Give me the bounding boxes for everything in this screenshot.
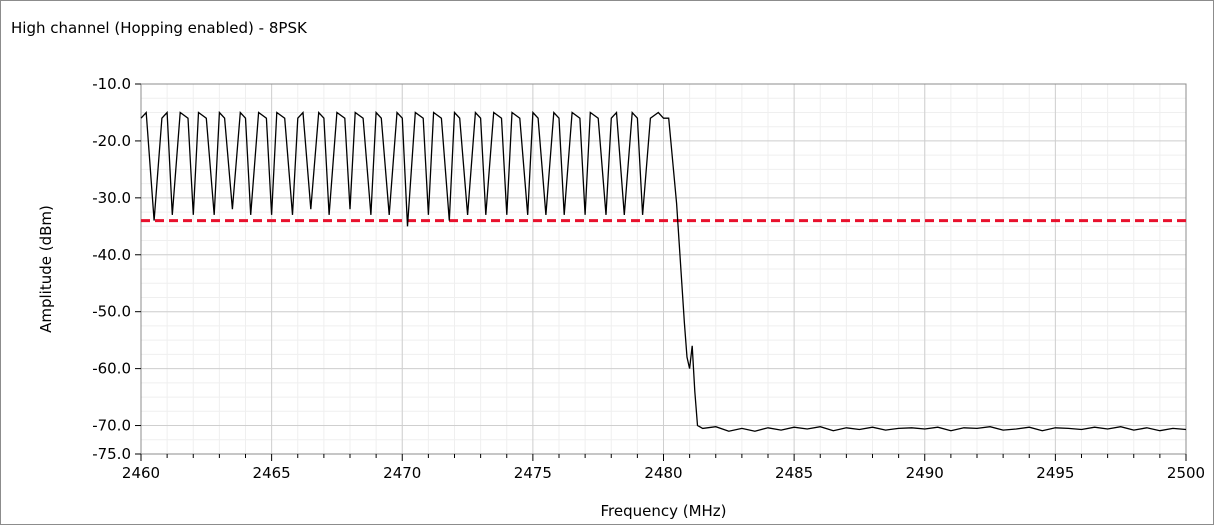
y-tick-label: -60.0	[92, 360, 131, 378]
x-axis: 2460 2465 2470 2475 2480 2485 2490 2495 2500	[122, 454, 1205, 482]
x-tick-label: 2460	[122, 464, 160, 482]
y-axis-title: Amplitude (dBm)	[37, 205, 55, 333]
y-tick-label: -30.0	[92, 189, 131, 207]
x-tick-label: 2495	[1036, 464, 1074, 482]
y-axis: -10.0 -20.0 -30.0 -40.0 -50.0 -60.0 -70.0 -75.0	[92, 75, 141, 463]
y-tick-label: -75.0	[92, 445, 131, 463]
x-tick-label: 2470	[383, 464, 421, 482]
x-axis-title: Frequency (MHz)	[600, 502, 726, 520]
y-tick-label: -40.0	[92, 246, 131, 264]
x-tick-label: 2490	[906, 464, 944, 482]
x-tick-label: 2480	[644, 464, 682, 482]
series-line	[140, 110, 1187, 432]
y-tick-label: -50.0	[92, 303, 131, 321]
y-tick-label: -70.0	[92, 417, 131, 435]
chart-title: High channel (Hopping enabled) - 8PSK	[11, 19, 307, 37]
y-tick-label: -20.0	[92, 132, 131, 150]
x-tick-label: 2475	[514, 464, 552, 482]
x-tick-label: 2485	[775, 464, 813, 482]
x-tick-label: 2500	[1167, 464, 1205, 482]
y-tick-label: -10.0	[92, 75, 131, 93]
x-tick-label: 2465	[253, 464, 291, 482]
